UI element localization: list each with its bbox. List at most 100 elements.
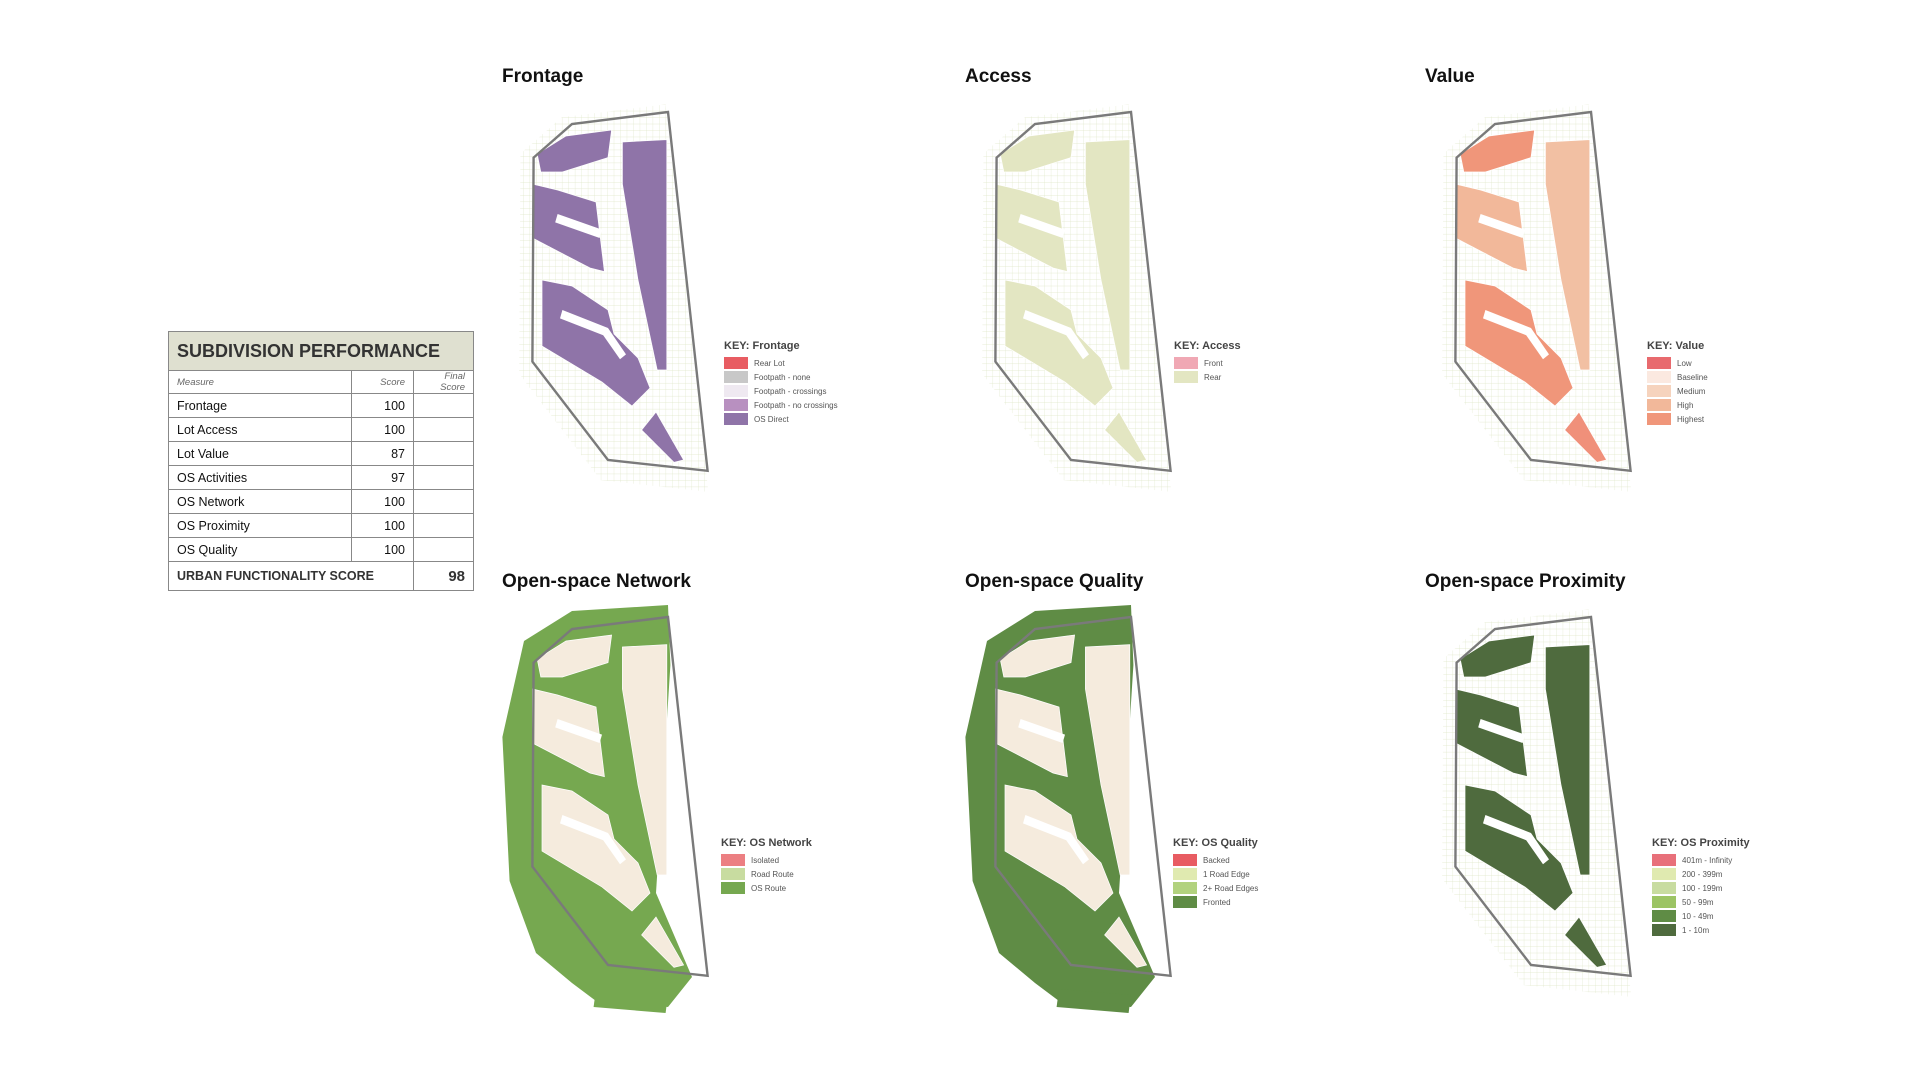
lot-block (541, 784, 651, 912)
legend-item: Front (1174, 356, 1241, 370)
legend-item: Rear (1174, 370, 1241, 384)
legend-label: 1 Road Edge (1203, 869, 1250, 879)
site-map (1442, 104, 1632, 492)
legend-swatch (1647, 399, 1671, 411)
legend-swatch (1647, 385, 1671, 397)
final-score-cell (413, 513, 474, 538)
legend-label: Footpath - no crossings (754, 400, 838, 410)
legend-swatch (1652, 854, 1676, 866)
legend-label: Low (1677, 358, 1692, 368)
legend-item: Low (1647, 356, 1708, 370)
legend-swatch (724, 413, 748, 425)
road (555, 719, 602, 743)
legend-label: 2+ Road Edges (1203, 883, 1259, 893)
measure-cell: OS Activities (168, 465, 352, 490)
total-value: 98 (413, 561, 474, 591)
road (1478, 719, 1525, 743)
header-measure: Measure (168, 370, 352, 394)
measure-cell: OS Network (168, 489, 352, 514)
map-legend: KEY: Value Low Baseline Medium High Highest (1647, 340, 1708, 426)
measure-cell: OS Quality (168, 537, 352, 562)
lot-block (1104, 916, 1148, 968)
lot-block (1564, 916, 1608, 968)
legend-swatch (1173, 896, 1197, 908)
site-boundary (1454, 110, 1632, 473)
legend-item: Fronted (1173, 895, 1258, 909)
legend-label: Isolated (751, 855, 780, 865)
final-score-cell (413, 537, 474, 562)
legend-label: 10 - 49m (1682, 911, 1714, 921)
measure-cell: Lot Access (168, 417, 352, 442)
legend-item: Road Route (721, 867, 812, 881)
score-cell: 100 (351, 489, 414, 514)
table-row: OS Activities 97 (168, 465, 474, 490)
legend-item: 50 - 99m (1652, 895, 1750, 909)
header-final-score: Final Score (413, 370, 474, 394)
lot-block (1464, 784, 1574, 912)
site-boundary (994, 110, 1172, 473)
legend-swatch (721, 854, 745, 866)
legend-swatch (724, 385, 748, 397)
table-row: OS Proximity 100 (168, 513, 474, 538)
site-boundary (1454, 615, 1632, 978)
table-row: OS Quality 100 (168, 537, 474, 562)
legend-label: Medium (1677, 386, 1706, 396)
legend-item: Footpath - no crossings (724, 398, 838, 412)
site-map (502, 605, 709, 1013)
legend-item: Highest (1647, 412, 1708, 426)
lot-block (1564, 411, 1608, 463)
legend-swatch (721, 882, 745, 894)
map-title: Frontage (502, 66, 584, 87)
map-title: Open-space Network (502, 571, 691, 592)
legend-label: Rear Lot (754, 358, 785, 368)
legend-label: Road Route (751, 869, 794, 879)
map-title: Open-space Proximity (1425, 571, 1626, 592)
legend-item: Footpath - none (724, 370, 838, 384)
legend-item: 200 - 399m (1652, 867, 1750, 881)
map-legend: KEY: OS Quality Backed 1 Road Edge 2+ Road … (1173, 837, 1258, 909)
road (1018, 214, 1065, 238)
lot-block (641, 411, 685, 463)
legend-title: KEY: OS Proximity (1652, 837, 1750, 849)
map-title: Open-space Quality (965, 571, 1144, 592)
lot-block (1104, 411, 1148, 463)
lot-block (999, 634, 1076, 678)
score-cell: 100 (351, 537, 414, 562)
legend-label: OS Route (751, 883, 787, 893)
map-legend: KEY: Frontage Rear Lot Footpath - none Foot… (724, 340, 838, 426)
legend-swatch (721, 868, 745, 880)
legend-swatch (724, 399, 748, 411)
legend-item: OS Route (721, 881, 812, 895)
table-title: SUBDIVISION PERFORMANCE (168, 331, 474, 371)
legend-item: 401m - Infinity (1652, 853, 1750, 867)
lot-block (622, 139, 668, 371)
legend-label: Footpath - none (754, 372, 811, 382)
measure-cell: Frontage (168, 393, 352, 418)
legend-label: Backed (1203, 855, 1230, 865)
legend-label: Highest (1677, 414, 1705, 424)
subdivision-performance-table: SUBDIVISION PERFORMANCE Measure Score Fi… (168, 331, 474, 591)
legend-item: 1 Road Edge (1173, 867, 1258, 881)
legend-swatch (1652, 868, 1676, 880)
map-legend: KEY: OS Proximity 401m - Infinity 200 - 39… (1652, 837, 1750, 937)
lot-block (1004, 279, 1114, 407)
lot-block (622, 644, 668, 876)
legend-swatch (1652, 924, 1676, 936)
final-score-cell (413, 489, 474, 514)
lot-block (1085, 644, 1131, 876)
score-cell: 100 (351, 513, 414, 538)
map-title: Access (965, 66, 1032, 87)
legend-title: KEY: Frontage (724, 340, 800, 352)
score-cell: 100 (351, 393, 414, 418)
table-row: Lot Access 100 (168, 417, 474, 442)
legend-label: Baseline (1677, 372, 1708, 382)
road (1023, 815, 1089, 865)
legend-label: Front (1204, 358, 1223, 368)
legend-item: Footpath - crossings (724, 384, 838, 398)
measure-cell: Lot Value (168, 441, 352, 466)
score-cell: 100 (351, 417, 414, 442)
lot-block (1085, 139, 1131, 371)
road (1483, 310, 1549, 360)
legend-label: 200 - 399m (1682, 869, 1723, 879)
open-space-area (1056, 989, 1131, 1013)
